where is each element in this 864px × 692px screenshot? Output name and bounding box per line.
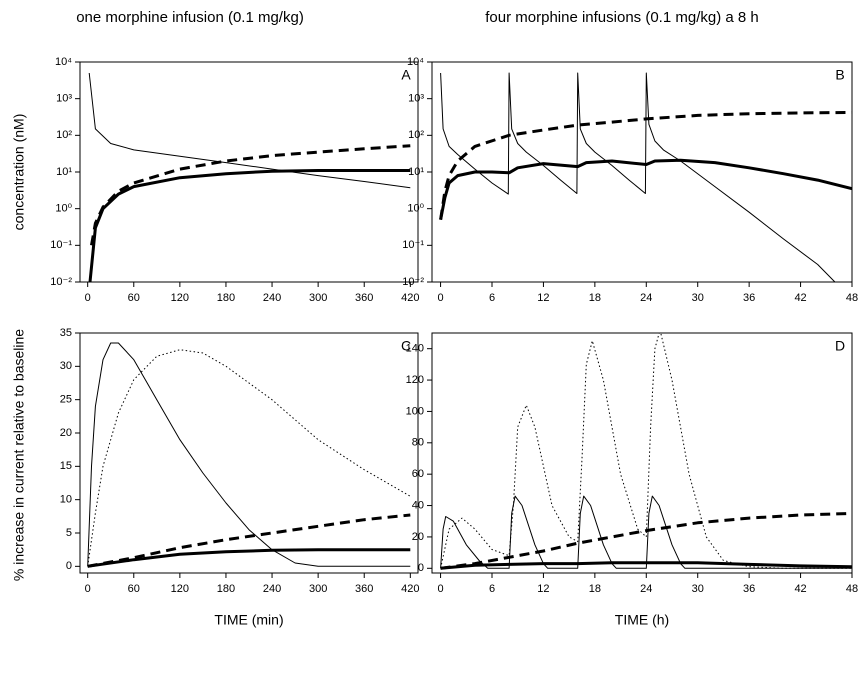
x-tick-label: 240 — [263, 583, 281, 595]
y-tick-label: 0 — [418, 562, 424, 574]
data-line — [88, 169, 411, 282]
y-tick-label: 10¹ — [56, 166, 72, 178]
x-tick-label: 360 — [355, 292, 373, 304]
x-tick-label: 240 — [263, 292, 281, 304]
data-line — [440, 72, 836, 282]
panel-letter: B — [835, 67, 844, 83]
y-tick-label: 60 — [412, 468, 424, 480]
x-tick-label: 180 — [217, 292, 235, 304]
y-tick-label: 10³ — [56, 93, 72, 105]
x-tick-label: 0 — [85, 292, 91, 304]
plot-frame — [431, 332, 853, 574]
data-line — [440, 561, 852, 570]
x-tick-label: 30 — [692, 583, 704, 595]
x-tick-label: 12 — [537, 583, 549, 595]
y-tick-label: 10⁴ — [407, 56, 424, 68]
x-tick-label: 12 — [537, 292, 549, 304]
x-tick-label: 420 — [401, 292, 419, 304]
x-axis-title: TIME (min) — [214, 612, 283, 628]
panel: four morphine infusions (0.1 mg/kg) a 8 … — [402, 9, 858, 304]
data-line — [88, 72, 411, 189]
y-tick-label: 120 — [406, 374, 424, 386]
x-tick-label: 24 — [640, 292, 652, 304]
x-tick-label: 60 — [128, 583, 140, 595]
data-line — [439, 158, 852, 220]
y-tick-label: 140 — [406, 343, 424, 355]
data-line — [87, 513, 411, 568]
y-tick-label: 10⁻¹ — [402, 239, 424, 251]
y-tick-label: 10⁻¹ — [50, 239, 72, 251]
x-tick-label: 42 — [794, 583, 806, 595]
y-tick-label: 20 — [412, 531, 424, 543]
y-tick-label: 10⁰ — [407, 203, 424, 215]
panel-letter: D — [835, 338, 845, 354]
y-tick-label: 10⁰ — [55, 203, 72, 215]
y-axis-title: concentration (nM) — [11, 114, 27, 231]
y-tick-label: 10³ — [408, 93, 424, 105]
x-tick-label: 48 — [846, 292, 858, 304]
x-tick-label: 300 — [309, 292, 327, 304]
y-tick-label: 10² — [56, 129, 72, 141]
x-tick-label: 120 — [171, 583, 189, 595]
y-tick-label: 10² — [408, 129, 424, 141]
data-line — [440, 495, 852, 569]
data-line — [87, 548, 411, 568]
data-line — [440, 511, 852, 570]
y-tick-label: 10⁻² — [50, 276, 72, 288]
y-tick-label: 25 — [60, 394, 72, 406]
x-axis-title: TIME (h) — [615, 612, 669, 628]
x-tick-label: 6 — [489, 292, 495, 304]
data-line — [440, 333, 852, 569]
column-title: one morphine infusion (0.1 mg/kg) — [76, 9, 304, 26]
x-tick-label: 180 — [217, 583, 235, 595]
y-tick-label: 80 — [412, 437, 424, 449]
plot-frame — [79, 332, 419, 574]
y-tick-label: 10¹ — [408, 166, 424, 178]
x-tick-label: 120 — [171, 292, 189, 304]
y-tick-label: 10⁻² — [402, 276, 424, 288]
x-tick-label: 18 — [589, 583, 601, 595]
data-line — [87, 349, 411, 567]
data-line — [90, 144, 411, 246]
data-line — [87, 342, 411, 567]
y-tick-label: 40 — [412, 499, 424, 511]
y-tick-label: 5 — [66, 527, 72, 539]
x-tick-label: 0 — [438, 292, 444, 304]
x-tick-label: 420 — [401, 583, 419, 595]
x-tick-label: 24 — [640, 583, 652, 595]
x-tick-label: 48 — [846, 583, 858, 595]
panel-letter: C — [401, 338, 411, 354]
y-axis-title: % increase in current relative to baseli… — [11, 329, 27, 581]
x-tick-label: 36 — [743, 583, 755, 595]
x-tick-label: 30 — [692, 292, 704, 304]
data-line — [439, 111, 852, 220]
x-tick-label: 18 — [589, 292, 601, 304]
x-tick-label: 0 — [438, 583, 444, 595]
x-tick-label: 0 — [85, 583, 91, 595]
panel: C % increase in current relative to basel… — [11, 327, 420, 628]
y-tick-label: 35 — [60, 327, 72, 339]
y-tick-label: 20 — [60, 427, 72, 439]
y-tick-label: 100 — [406, 405, 424, 417]
x-tick-label: 60 — [128, 292, 140, 304]
x-tick-label: 42 — [794, 292, 806, 304]
x-tick-label: 36 — [743, 292, 755, 304]
panel: D TIME (h) 0 6 12 18 24 30 36 42 48 0 20 40 60 80 100 120… — [406, 332, 858, 628]
x-tick-label: 300 — [309, 583, 327, 595]
y-tick-label: 0 — [66, 560, 72, 572]
column-title: four morphine infusions (0.1 mg/kg) a 8 … — [485, 9, 758, 26]
y-tick-label: 10 — [60, 494, 72, 506]
panel: one morphine infusion (0.1 mg/kg) Aconcen… — [11, 9, 420, 304]
y-tick-label: 10⁴ — [55, 56, 72, 68]
x-tick-label: 6 — [489, 583, 495, 595]
x-tick-label: 360 — [355, 583, 373, 595]
y-tick-label: 30 — [60, 360, 72, 372]
y-tick-label: 15 — [60, 460, 72, 472]
panel-letter: A — [401, 67, 411, 83]
